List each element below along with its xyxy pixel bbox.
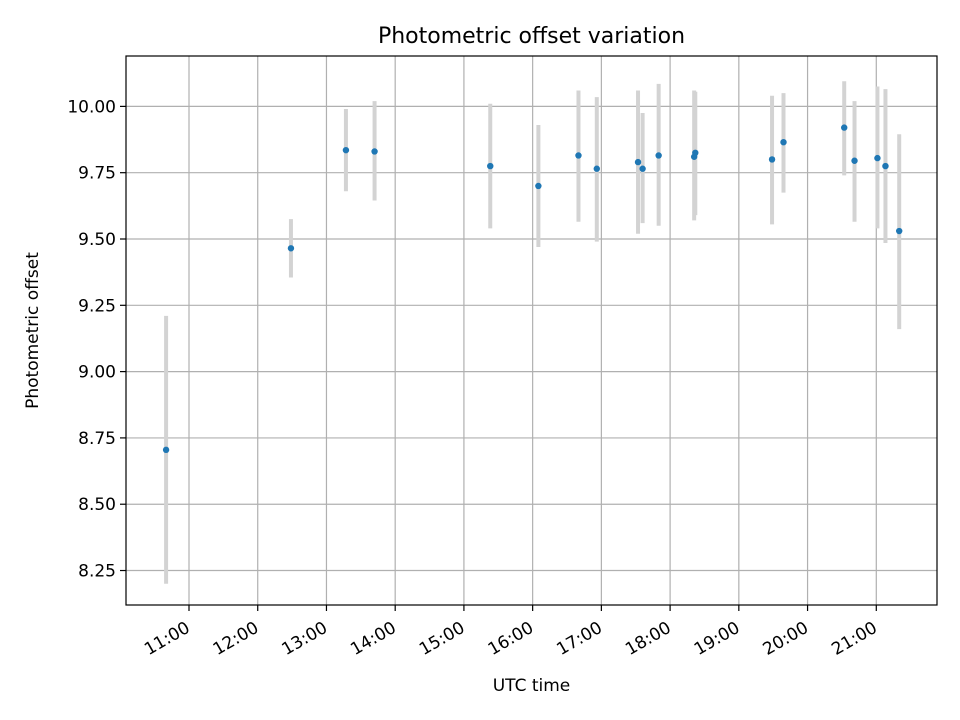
data-point bbox=[768, 156, 776, 163]
chart-title: Photometric offset variation bbox=[378, 24, 685, 49]
data-point bbox=[535, 182, 542, 190]
data-point bbox=[287, 245, 295, 252]
y-tick-label: 8.25 bbox=[78, 562, 116, 582]
y-tick-label: 9.00 bbox=[78, 363, 116, 383]
plot-frame bbox=[125, 55, 938, 606]
y-tick-label: 8.50 bbox=[78, 495, 116, 515]
data-point bbox=[575, 152, 582, 159]
data-point bbox=[655, 152, 662, 159]
y-tick-label: 10.00 bbox=[67, 97, 116, 117]
data-point bbox=[487, 162, 494, 170]
data-point bbox=[639, 165, 646, 172]
data-point bbox=[895, 227, 903, 235]
data-point bbox=[371, 148, 378, 155]
plot-area bbox=[126, 56, 937, 605]
y-axis-ticks: 8.25 8.50 8.75 9.00 9.25 9.50 9.75 10.00 bbox=[67, 97, 126, 582]
y-tick-label: 8.75 bbox=[78, 429, 116, 449]
x-axis-label: UTC time bbox=[493, 676, 571, 696]
data-point bbox=[882, 162, 889, 170]
data-point bbox=[874, 154, 881, 162]
data-point bbox=[692, 149, 699, 157]
data-point bbox=[342, 146, 350, 154]
y-tick-label: 9.75 bbox=[78, 164, 116, 184]
data-point bbox=[780, 138, 787, 146]
y-tick-label: 9.50 bbox=[78, 230, 116, 250]
data-point bbox=[634, 158, 642, 166]
data-point bbox=[851, 157, 858, 164]
y-axis-label: Photometric offset bbox=[23, 252, 43, 409]
grid bbox=[126, 56, 937, 605]
data-point bbox=[593, 165, 600, 172]
data-point bbox=[162, 446, 170, 454]
y-tick-label: 9.25 bbox=[78, 296, 116, 316]
data-points bbox=[162, 124, 903, 454]
data-point bbox=[841, 124, 848, 131]
